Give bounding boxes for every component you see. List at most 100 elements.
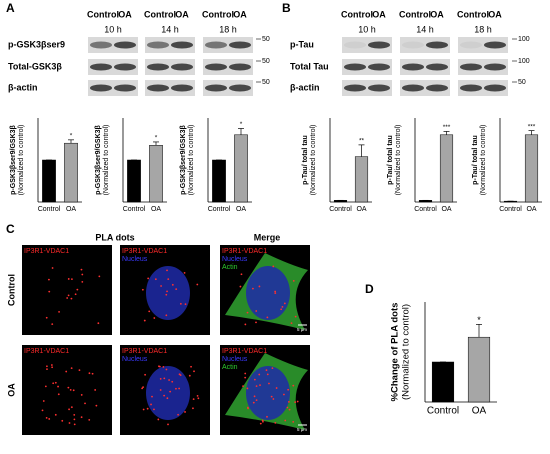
pla-dot (80, 394, 83, 396)
pla-dot (50, 364, 53, 366)
pla-dot (272, 398, 275, 400)
y-axis-label: %Change of PLA dots (390, 303, 401, 402)
pla-dot (177, 413, 180, 416)
blot-band (426, 63, 448, 71)
pla-dot (252, 401, 255, 404)
pla-dot (196, 394, 199, 397)
panel-letter: A (6, 1, 15, 15)
scale-label: 5 μm (297, 327, 307, 332)
blot-background (203, 37, 253, 53)
pla-dot (266, 373, 269, 376)
condition-label: OA (233, 9, 247, 19)
condition-label: OA (430, 9, 444, 19)
bar (127, 159, 141, 203)
channel-label: Nucleus (222, 256, 248, 263)
pla-dot (167, 423, 169, 426)
pla-dot (70, 367, 73, 370)
blot-band (402, 41, 424, 49)
pla-dot (286, 406, 289, 409)
blot-background (145, 37, 195, 53)
pla-dot (57, 393, 60, 396)
pla-dot (192, 407, 194, 410)
pla-dot (246, 311, 249, 314)
nucleus-stain (246, 266, 290, 320)
channel-label: IP3R1-VDAC1 (222, 248, 267, 255)
pla-dot (151, 395, 153, 398)
pla-dot (255, 399, 258, 402)
condition-label: OA (175, 9, 189, 19)
blot-band (426, 84, 448, 92)
pla-dot (68, 422, 71, 424)
pla-dot (88, 372, 91, 375)
pla-dot (255, 385, 258, 388)
channel-label: Nucleus (122, 356, 148, 363)
blot-band (171, 84, 193, 92)
pla-dot (271, 367, 274, 370)
pla-dot (81, 273, 84, 276)
blot-band (114, 63, 136, 71)
pla-dot (144, 373, 147, 376)
pla-dot (292, 384, 295, 387)
blot-background (458, 59, 508, 75)
condition-label: OA (488, 9, 502, 19)
channel-label: IP3R1-VDAC1 (122, 348, 167, 355)
x-tick-label: OA (236, 206, 246, 213)
row-label: p-Tau (290, 39, 314, 49)
bar (42, 159, 56, 203)
pla-dot (95, 404, 98, 407)
blot-background (342, 37, 392, 53)
pla-dot (45, 316, 48, 319)
x-tick-label: Control (427, 406, 459, 417)
row-label: Control (6, 274, 16, 306)
scale-label: 5 μm (297, 427, 307, 432)
pla-dot (165, 368, 168, 371)
channel-label: Actin (222, 264, 238, 271)
y-axis-label: p-GSK3βser9/GSK3β (95, 124, 102, 194)
pla-dot (175, 288, 178, 291)
blot-band (114, 84, 136, 92)
y-axis-label: p-Tau/ total tau (302, 135, 309, 185)
pla-dot (262, 420, 264, 423)
pla-dot (242, 385, 244, 388)
pla-dot (167, 278, 170, 281)
pla-dot (69, 388, 72, 391)
significance-label: * (240, 121, 243, 128)
pla-dot (252, 287, 254, 290)
pla-dot (74, 293, 77, 296)
pla-dot (294, 401, 297, 404)
pla-dot (193, 370, 195, 373)
pla-dot (197, 397, 200, 400)
column-title: Merge (254, 232, 281, 242)
column-title: PLA dots (95, 232, 134, 242)
channel-label: Actin (222, 364, 238, 371)
pla-dot (150, 403, 152, 406)
x-tick-label: OA (472, 406, 487, 417)
blot-band (229, 84, 251, 92)
pla-dot (171, 380, 174, 383)
pla-dot (280, 308, 283, 311)
blot-band (368, 84, 390, 92)
condition-label: Control (87, 9, 119, 19)
blot-band (90, 63, 112, 71)
time-label: 10 h (104, 24, 122, 34)
x-tick-label: Control (329, 206, 352, 213)
pla-dot (48, 278, 50, 281)
significance-label: *** (443, 124, 451, 131)
pla-dot (196, 283, 199, 286)
pla-dot (45, 416, 48, 419)
time-label: 18 h (219, 24, 237, 34)
pla-dot (163, 394, 166, 397)
pla-dot (51, 323, 54, 326)
pla-dot (44, 385, 47, 388)
blot-band (460, 63, 482, 71)
blot-band (484, 41, 506, 49)
x-tick-label: Control (499, 206, 522, 213)
time-label: 14 h (416, 24, 434, 34)
marker-label: 50 (262, 79, 270, 86)
pla-dot (51, 267, 54, 269)
channel-label: IP3R1-VDAC1 (24, 248, 69, 255)
pla-dot (283, 302, 286, 305)
nucleus-stain (246, 366, 290, 420)
blot-background (342, 59, 392, 75)
bar (234, 134, 248, 203)
